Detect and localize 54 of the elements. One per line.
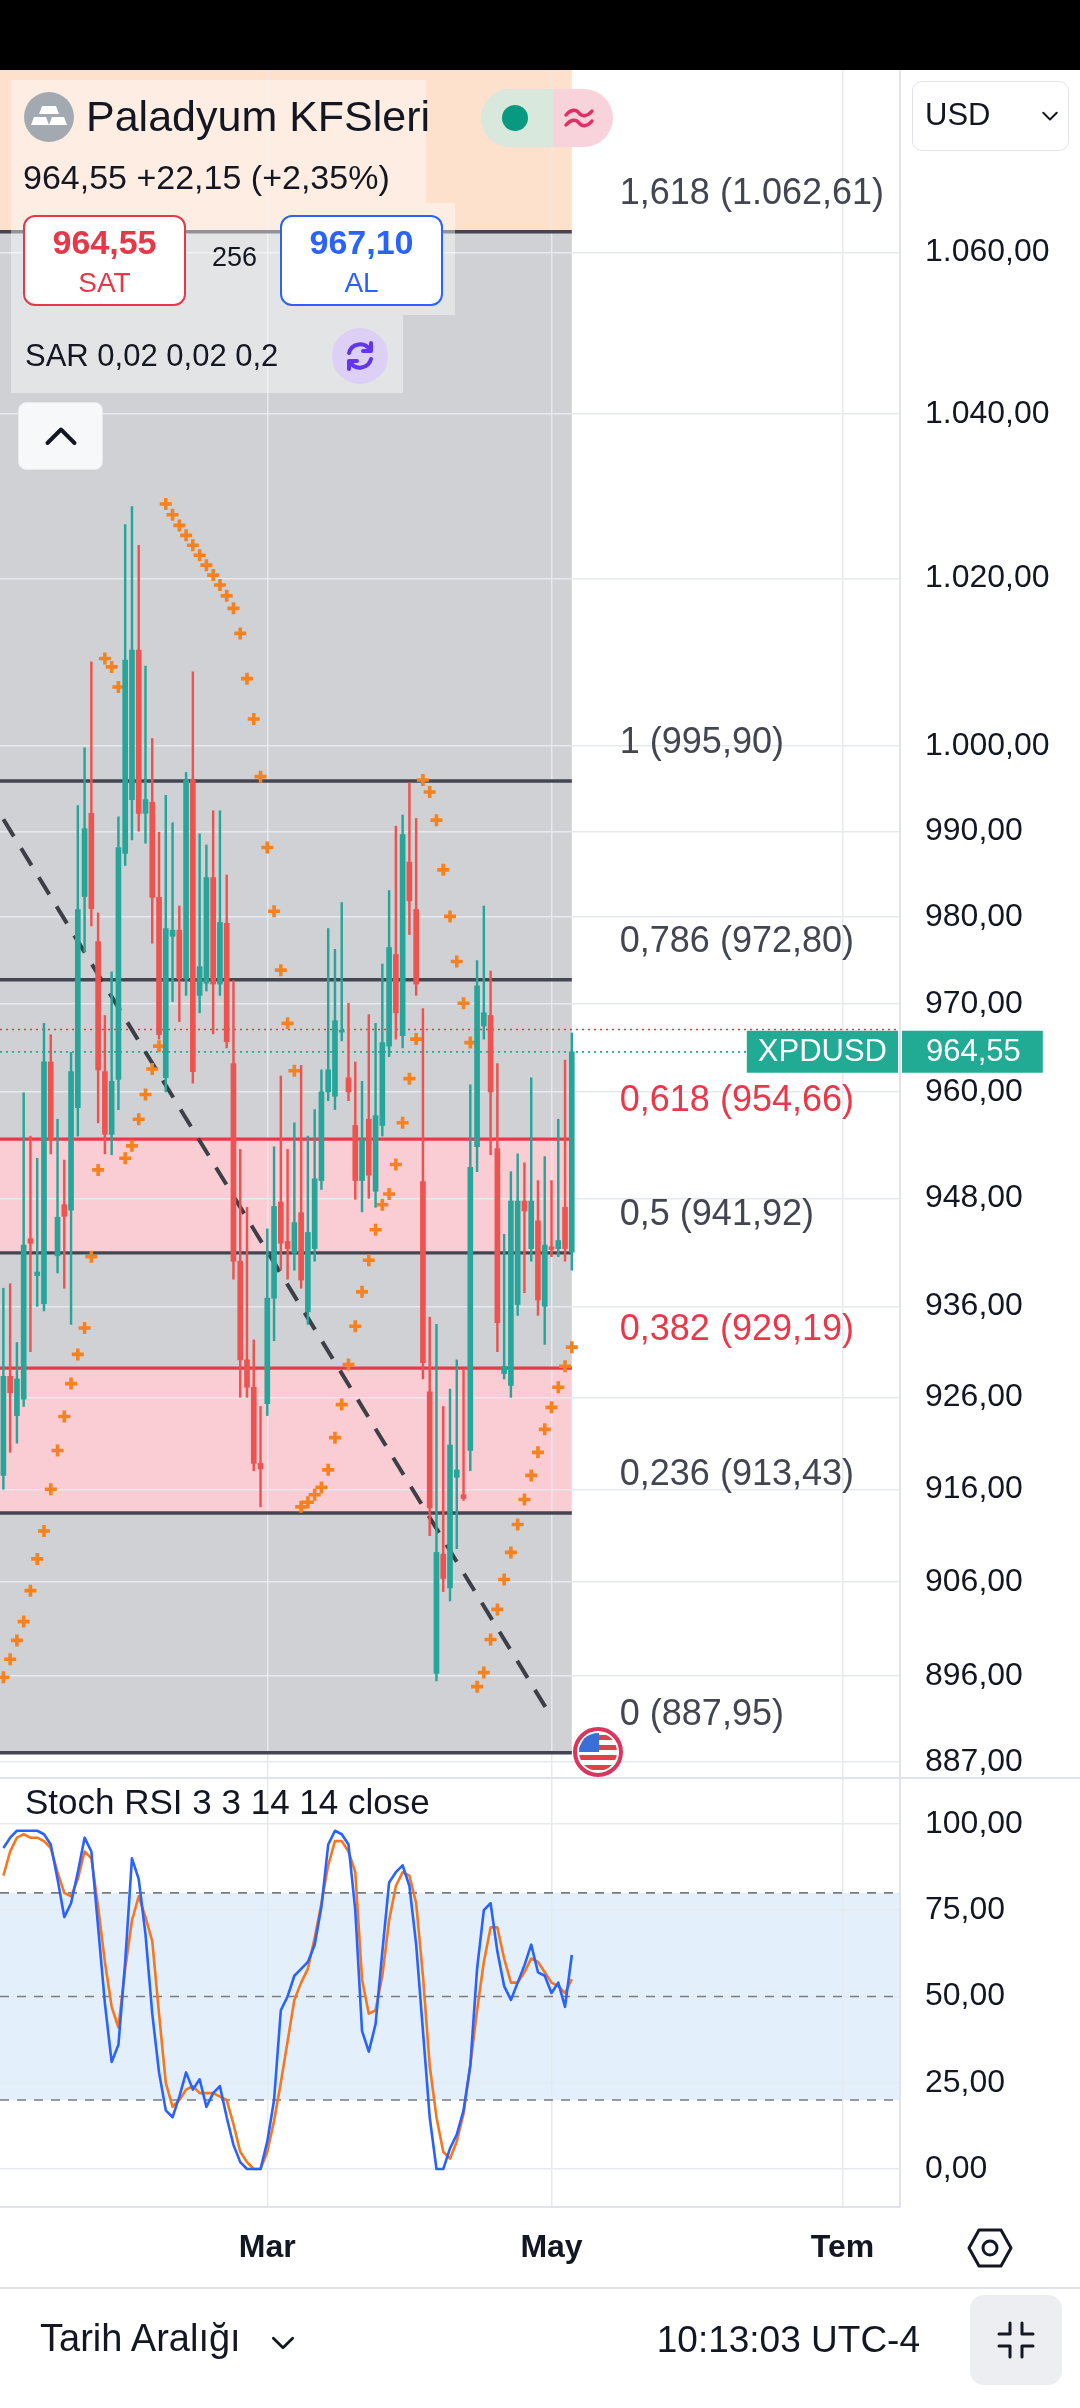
candlestick (61, 1159, 68, 1289)
y-tick-label: 980,00 (925, 897, 1023, 934)
ref-line-label: 0 (887,95) (619, 1691, 784, 1733)
y-tick-label: 0,00 (925, 2148, 988, 2185)
text: Tarih Aralığı (40, 2317, 241, 2361)
text: 10:13:03 UTC-4 (656, 2319, 920, 2362)
buy-button: 967,10 AL (280, 215, 443, 306)
ref-line-label: 0,382 (929,19) (619, 1307, 854, 1349)
candlestick (460, 1369, 467, 1501)
y-tick-label: 75,00 (925, 1889, 1006, 1926)
ref-line-label: 1,618 (1.062,61) (619, 170, 885, 212)
text: 964,55 (926, 1033, 1021, 1069)
y-tick-label: 50,00 (925, 1976, 1006, 2013)
annotation: SAT (77, 267, 132, 300)
annotation: AL (343, 267, 380, 300)
ref-line-label: 0,618 (954,66) (619, 1078, 854, 1120)
y-tick-label: 1.060,00 (925, 232, 1050, 269)
y-tick-label: 936,00 (925, 1286, 1023, 1323)
annotation: 964,55 (51, 223, 158, 263)
candlestick (142, 665, 149, 844)
text: 964,55 +22,15 (+2,35%) (23, 158, 390, 198)
y-tick-label: 25,00 (925, 2062, 1006, 2099)
annotation: SAR 0,02 0,02 0,2 (25, 338, 279, 374)
y-tick-label: 906,00 (925, 1562, 1023, 1599)
ref-line-label: 1 (995,90) (619, 719, 784, 761)
y-tick-label: 926,00 (925, 1377, 1023, 1414)
y-tick-label: 948,00 (925, 1178, 1023, 1215)
ref-line-label: 0,5 (941,92) (619, 1191, 814, 1233)
y-tick-label: 990,00 (925, 811, 1023, 848)
candlestick (548, 1180, 555, 1258)
ref-line-label: 0,786 (972,80) (619, 918, 854, 960)
y-tick-label: 896,00 (925, 1656, 1023, 1693)
y-tick-label: 970,00 (925, 983, 1023, 1020)
x-tick-label: Mar (238, 2228, 296, 2265)
y-tick-label: 887,00 (925, 1741, 1023, 1778)
sell-button: 964,55 SAT (23, 215, 186, 306)
text: Paladyum KFSleri (86, 92, 431, 142)
annotation: 256 (212, 242, 258, 274)
chart-title: Stoch RSI 3 3 14 14 close (25, 1782, 430, 1823)
currency-dropdown: USD (912, 81, 1069, 151)
annotation: 967,10 (308, 223, 415, 263)
y-tick-label: 100,00 (925, 1803, 1023, 1840)
y-tick-label: 916,00 (925, 1469, 1023, 1506)
ref-line-label: 0,236 (913,43) (619, 1451, 854, 1493)
x-tick-label: May (520, 2228, 583, 2265)
ref-line-label: XPDUSD (757, 1033, 888, 1069)
y-tick-label: 1.000,00 (925, 725, 1050, 762)
y-tick-label: 1.040,00 (925, 393, 1050, 430)
y-tick-label: 1.020,00 (925, 558, 1050, 595)
candlestick (27, 1135, 34, 1353)
candlestick (555, 1118, 562, 1258)
y-tick-label: 960,00 (925, 1071, 1023, 1108)
candlestick (196, 833, 203, 1014)
x-tick-label: Tem (810, 2228, 875, 2265)
